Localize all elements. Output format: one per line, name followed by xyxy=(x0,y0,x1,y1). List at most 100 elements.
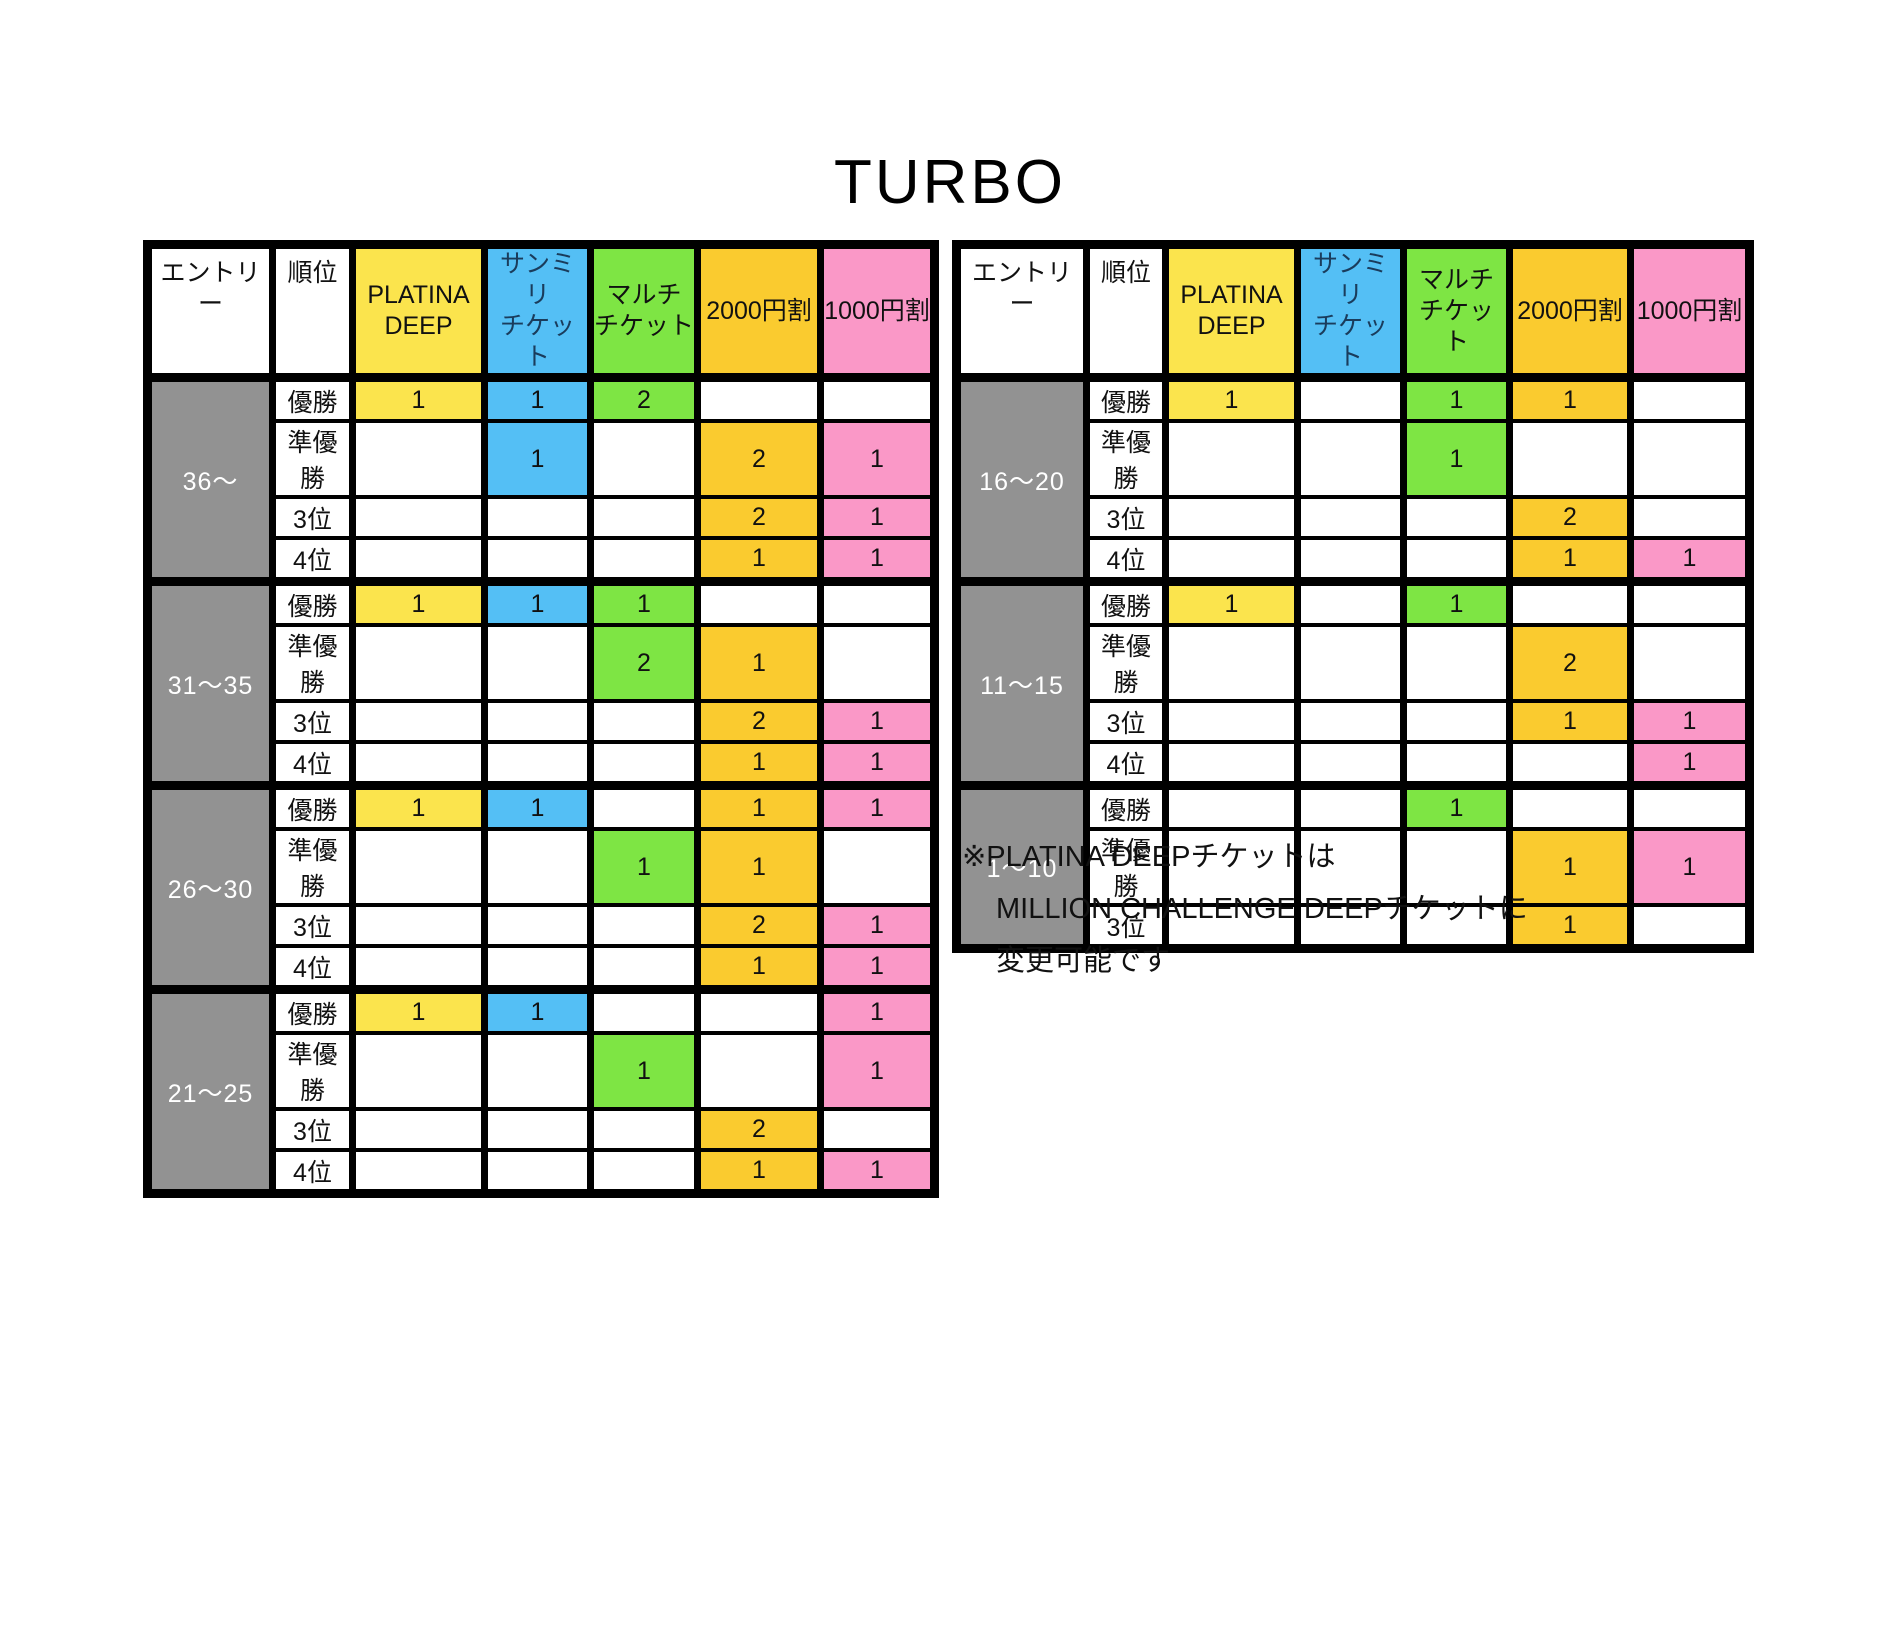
column-header-multi-ticket: マルチ チケット xyxy=(1400,242,1513,380)
prize-row: 準優勝 1 xyxy=(957,419,1753,499)
column-header-platina-deep: PLATINA DEEP xyxy=(349,242,488,380)
ticket-count-cell-sanmiri-ticket xyxy=(481,536,594,584)
rank-label-cell: 4位 xyxy=(1083,740,1169,788)
ticket-count-cell-multi-ticket: 1 xyxy=(587,827,701,907)
ticket-count-cell-discount-2000: 1 xyxy=(694,944,824,992)
ticket-count-cell-sanmiri-ticket xyxy=(1294,740,1407,788)
ticket-count-cell-sanmiri-ticket xyxy=(481,903,594,948)
ticket-count-cell-sanmiri-ticket: 1 xyxy=(481,419,594,499)
rank-label-cell: 4位 xyxy=(1083,536,1169,584)
ticket-count-cell-discount-2000: 1 xyxy=(1506,699,1634,744)
ticket-count-cell-platina-deep xyxy=(1162,419,1301,499)
ticket-count-cell-discount-1000 xyxy=(1627,577,1753,627)
ticket-count-cell-sanmiri-ticket xyxy=(481,740,594,788)
prize-row: 31〜35 優勝 1 1 1 xyxy=(144,577,938,788)
prize-row: 4位 1 1 xyxy=(148,1148,938,1196)
ticket-count-cell-platina-deep xyxy=(349,419,488,499)
ticket-count-cell-discount-1000 xyxy=(817,373,938,423)
ticket-count-cell-multi-ticket: 1 xyxy=(1400,419,1513,499)
prize-row: 準優勝 2 xyxy=(957,623,1753,703)
ticket-count-cell-discount-1000 xyxy=(1627,623,1753,703)
ticket-count-cell-platina-deep xyxy=(1162,740,1301,788)
ticket-count-cell-platina-deep xyxy=(349,827,488,907)
ticket-count-cell-multi-ticket: 2 xyxy=(587,623,701,703)
ticket-count-cell-multi-ticket xyxy=(587,495,701,540)
ticket-count-cell-discount-1000 xyxy=(1627,419,1753,499)
prize-row: 26〜30 優勝 1 1 1 1 xyxy=(144,781,938,992)
column-header-platina-deep: PLATINA DEEP xyxy=(1162,242,1301,380)
rank-label-cell: 3位 xyxy=(1083,699,1169,744)
prize-row: 準優勝 2 1 xyxy=(148,623,938,703)
rank-label-cell: 3位 xyxy=(1083,903,1169,951)
ticket-count-cell-discount-2000: 1 xyxy=(694,1148,824,1196)
ticket-count-cell-platina-deep: 1 xyxy=(349,781,488,831)
entry-range-cell: 1〜10 xyxy=(953,781,1090,951)
entry-range-cell: 31〜35 xyxy=(144,577,276,788)
rank-label-cell: 優勝 xyxy=(1083,577,1169,627)
ticket-count-cell-multi-ticket: 1 xyxy=(1400,781,1513,831)
ticket-count-cell-discount-1000 xyxy=(1627,781,1753,831)
prize-row: 36〜 優勝 1 1 2 xyxy=(144,373,938,584)
ticket-count-cell-sanmiri-ticket: 1 xyxy=(481,577,594,627)
ticket-count-cell-discount-2000: 2 xyxy=(694,495,824,540)
ticket-count-cell-multi-ticket xyxy=(1400,495,1513,540)
ticket-count-cell-platina-deep xyxy=(349,699,488,744)
ticket-count-cell-discount-2000 xyxy=(1506,781,1634,831)
ticket-count-cell-discount-2000: 1 xyxy=(1506,536,1634,584)
ticket-count-cell-sanmiri-ticket xyxy=(481,1031,594,1111)
ticket-count-cell-platina-deep: 1 xyxy=(349,373,488,423)
rank-label-cell: 3位 xyxy=(269,699,356,744)
ticket-count-cell-multi-ticket xyxy=(587,1107,701,1152)
prize-row: 準優勝 1 1 xyxy=(148,827,938,907)
ticket-count-cell-multi-ticket: 1 xyxy=(1400,373,1513,423)
ticket-count-cell-discount-2000: 2 xyxy=(694,699,824,744)
ticket-count-cell-sanmiri-ticket xyxy=(481,1107,594,1152)
ticket-count-cell-platina-deep xyxy=(349,944,488,992)
prize-row: 準優勝 1 1 xyxy=(148,1031,938,1111)
right-prize-table: エントリー 順位 PLATINA DEEP サンミリ チケット マルチ チケット 2000… xyxy=(952,240,1754,953)
prize-row: 3位 2 1 xyxy=(148,495,938,540)
ticket-count-cell-platina-deep xyxy=(349,1148,488,1196)
footnote-line-3: 変更可能です xyxy=(996,945,1171,977)
ticket-count-cell-multi-ticket xyxy=(587,419,701,499)
ticket-count-cell-discount-2000 xyxy=(694,373,824,423)
ticket-count-cell-sanmiri-ticket xyxy=(1294,623,1407,703)
ticket-count-cell-multi-ticket: 1 xyxy=(1400,577,1513,627)
ticket-count-cell-discount-2000 xyxy=(1506,419,1634,499)
entry-range-cell: 11〜15 xyxy=(953,577,1090,788)
ticket-count-cell-discount-1000: 1 xyxy=(817,1031,938,1111)
column-header-entry: エントリー xyxy=(144,242,276,380)
ticket-count-cell-discount-2000: 1 xyxy=(694,740,824,788)
prize-row: 4位 1 1 xyxy=(148,740,938,788)
ticket-count-cell-multi-ticket xyxy=(1400,740,1513,788)
entry-range-cell: 16〜20 xyxy=(953,373,1090,584)
ticket-count-cell-sanmiri-ticket: 1 xyxy=(481,373,594,423)
rank-label-cell: 3位 xyxy=(269,495,356,540)
column-header-multi-ticket: マルチ チケット xyxy=(587,242,701,380)
prize-row: 21〜25 優勝 1 1 1 xyxy=(144,985,938,1196)
ticket-count-cell-sanmiri-ticket xyxy=(481,623,594,703)
ticket-count-cell-sanmiri-ticket xyxy=(1294,699,1407,744)
column-header-rank: 順位 xyxy=(269,242,356,380)
prize-row: 4位 1 xyxy=(957,740,1753,788)
ticket-count-cell-discount-1000: 1 xyxy=(1627,536,1753,584)
ticket-count-cell-multi-ticket xyxy=(587,1148,701,1196)
ticket-count-cell-platina-deep xyxy=(1162,495,1301,540)
ticket-count-cell-sanmiri-ticket xyxy=(1294,827,1407,907)
ticket-count-cell-discount-1000: 1 xyxy=(817,944,938,992)
ticket-count-cell-platina-deep xyxy=(349,903,488,948)
column-header-discount-2000: 2000円割 xyxy=(1506,242,1634,380)
ticket-count-cell-discount-2000: 1 xyxy=(694,623,824,703)
prize-row: 3位 1 xyxy=(957,903,1753,951)
rank-label-cell: 優勝 xyxy=(269,577,356,627)
ticket-count-cell-platina-deep: 1 xyxy=(1162,577,1301,627)
column-header-entry: エントリー xyxy=(953,242,1090,380)
ticket-count-cell-sanmiri-ticket xyxy=(481,699,594,744)
column-header-sanmiri-ticket: サンミリ チケット xyxy=(481,242,594,380)
ticket-count-cell-multi-ticket xyxy=(1400,827,1513,907)
ticket-count-cell-discount-1000 xyxy=(1627,373,1753,423)
rank-label-cell: 準優勝 xyxy=(1083,827,1169,907)
prize-row: 3位 2 xyxy=(148,1107,938,1152)
rank-label-cell: 4位 xyxy=(269,944,356,992)
ticket-count-cell-platina-deep: 1 xyxy=(349,985,488,1035)
